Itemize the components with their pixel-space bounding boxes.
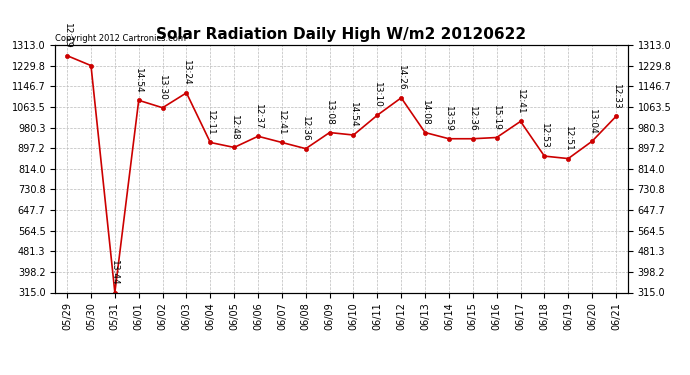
- Text: 12:11: 12:11: [206, 110, 215, 135]
- Text: 12:36: 12:36: [469, 106, 477, 132]
- Text: 14:54: 14:54: [349, 102, 358, 128]
- Text: 12:19: 12:19: [63, 23, 72, 49]
- Text: 13:10: 13:10: [373, 82, 382, 108]
- Text: 13:59: 13:59: [444, 106, 453, 132]
- Text: 14:08: 14:08: [421, 100, 430, 126]
- Text: 12:33: 12:33: [611, 84, 620, 110]
- Text: 12:41: 12:41: [516, 89, 525, 114]
- Text: 12:36: 12:36: [302, 116, 310, 142]
- Text: 13:24: 13:24: [182, 60, 191, 86]
- Text: 12:37: 12:37: [253, 104, 262, 129]
- Text: 12:53: 12:53: [540, 123, 549, 149]
- Text: 12:51: 12:51: [564, 126, 573, 152]
- Text: 13:04: 13:04: [588, 108, 597, 134]
- Text: 12:41: 12:41: [277, 110, 286, 135]
- Text: Copyright 2012 Cartronics.com: Copyright 2012 Cartronics.com: [55, 33, 186, 42]
- Text: 13:08: 13:08: [325, 100, 334, 126]
- Text: 14:54: 14:54: [135, 68, 144, 93]
- Text: 14:26: 14:26: [397, 65, 406, 91]
- Text: 12:48: 12:48: [230, 115, 239, 141]
- Text: 13:44: 13:44: [110, 260, 119, 285]
- Text: 13:30: 13:30: [158, 75, 167, 101]
- Title: Solar Radiation Daily High W/m2 20120622: Solar Radiation Daily High W/m2 20120622: [157, 27, 526, 42]
- Text: 15:19: 15:19: [492, 105, 501, 130]
